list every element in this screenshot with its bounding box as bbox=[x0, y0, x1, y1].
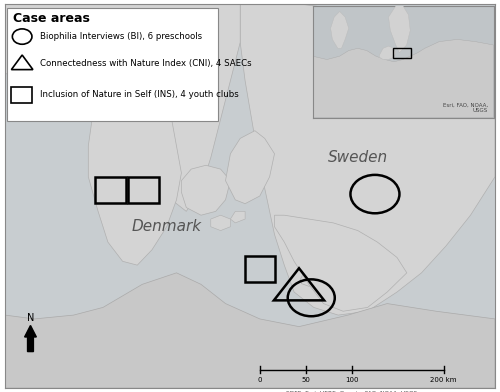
Text: Sweden: Sweden bbox=[328, 150, 388, 165]
Polygon shape bbox=[226, 131, 274, 204]
Polygon shape bbox=[300, 271, 321, 286]
Bar bbox=[12, 87, 32, 103]
Bar bbox=[95, 177, 126, 203]
FancyBboxPatch shape bbox=[8, 8, 218, 121]
Polygon shape bbox=[5, 273, 495, 388]
Text: Biophilia Interviews (BI), 6 preschools: Biophilia Interviews (BI), 6 preschools bbox=[40, 32, 202, 41]
Text: Case areas: Case areas bbox=[14, 13, 90, 25]
Polygon shape bbox=[230, 211, 245, 223]
Text: 100: 100 bbox=[345, 377, 358, 383]
Polygon shape bbox=[330, 11, 348, 48]
Polygon shape bbox=[274, 215, 407, 311]
Text: Esri, FAO, NOAA,
USGS: Esri, FAO, NOAA, USGS bbox=[443, 102, 488, 113]
Polygon shape bbox=[240, 4, 495, 315]
Text: 200 km: 200 km bbox=[430, 377, 457, 383]
Text: SDFE, Esri, HERE, Garmin, FAO, NOAA, USGS: SDFE, Esri, HERE, Garmin, FAO, NOAA, USG… bbox=[286, 391, 418, 392]
Polygon shape bbox=[380, 46, 396, 60]
FancyArrow shape bbox=[24, 325, 36, 352]
Text: 0: 0 bbox=[258, 377, 262, 383]
Polygon shape bbox=[88, 73, 182, 265]
Polygon shape bbox=[211, 215, 231, 230]
Bar bbox=[393, 48, 411, 58]
Text: Denmark: Denmark bbox=[132, 219, 202, 234]
Text: Inclusion of Nature in Self (INS), 4 youth clubs: Inclusion of Nature in Self (INS), 4 you… bbox=[40, 91, 238, 100]
Text: Connectedness with Nature Index (CNI), 4 SAECs: Connectedness with Nature Index (CNI), 4… bbox=[40, 59, 252, 68]
Bar bbox=[245, 256, 274, 282]
Text: 50: 50 bbox=[302, 377, 310, 383]
Polygon shape bbox=[312, 40, 494, 118]
Bar bbox=[144, 91, 173, 117]
Bar bbox=[128, 177, 159, 203]
Polygon shape bbox=[5, 4, 240, 211]
Polygon shape bbox=[388, 6, 410, 53]
Text: N: N bbox=[27, 313, 34, 323]
Polygon shape bbox=[182, 165, 230, 215]
